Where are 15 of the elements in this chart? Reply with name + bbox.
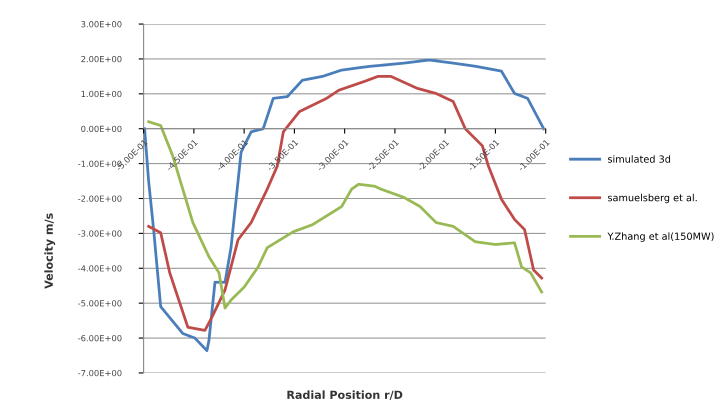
y-tick-label: -2.00E+00 — [78, 195, 122, 202]
y-tick-label: 1.00E+00 — [82, 90, 122, 98]
y-tick-label: -5.00E+00 — [78, 300, 122, 306]
legend-label: simulated 3d — [608, 155, 670, 163]
y-tick-label: 2.00E+00 — [81, 56, 122, 62]
y-tick-label: -6.00E+00 — [78, 335, 122, 342]
y-tick-label: 0.00E+00 — [81, 126, 122, 132]
x-axis-title: Radial Position r/D — [287, 390, 402, 400]
legend-label: samuelsberg et al. — [608, 194, 697, 204]
y-tick-label: -7.00E+00 — [78, 370, 122, 376]
y-axis-title: Velocity m/s — [44, 213, 56, 289]
y-tick-label: -4.00E+00 — [78, 265, 122, 272]
y-tick-label: -3.00E+00 — [78, 230, 122, 237]
legend-label: Y.Zhang et al(150MW) — [607, 232, 714, 242]
y-tick-label: 3.00E+00 — [81, 21, 122, 28]
